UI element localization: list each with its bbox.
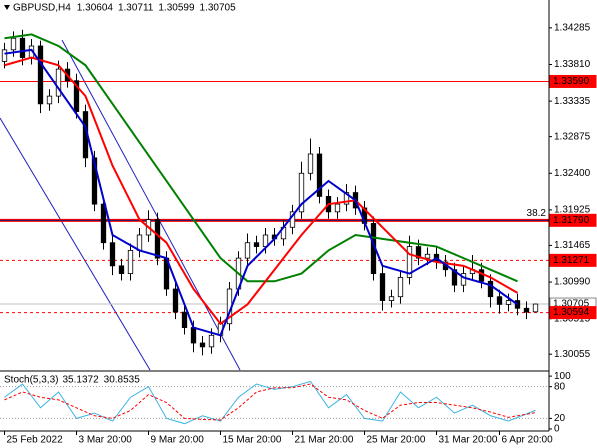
indicator-title: Stoch(5,3,3) (4, 375, 58, 386)
y-tick-label: 1.33810 (554, 59, 591, 70)
indicator-value: 30.8535 (104, 375, 141, 386)
level-label-box (549, 253, 597, 267)
channel-line (0, 117, 151, 371)
y-tick-label: 1.34285 (554, 22, 591, 33)
candle-body (424, 253, 431, 259)
candle-body (1, 49, 8, 62)
x-tick-label: 6 Apr 20:00 (502, 435, 554, 446)
level-label: 1.31790 (553, 215, 590, 226)
candle-body (298, 172, 305, 213)
level-label: 1.30594 (553, 307, 590, 318)
ohlc-value: 1.30599 (158, 3, 195, 14)
y-tick-label: 80 (554, 381, 566, 392)
y-tick-label: 1.30055 (554, 349, 591, 360)
candle-body (388, 296, 395, 301)
candle-body (505, 300, 512, 305)
candle-body (487, 280, 494, 298)
candle-body (190, 327, 197, 344)
collapse-icon (4, 5, 10, 10)
x-tick-label: 15 Mar 20:00 (223, 435, 282, 446)
candle-body (523, 307, 530, 313)
ohlc-value: 1.30604 (77, 3, 114, 14)
candle-body (172, 288, 179, 313)
y-tick-label: 1.32875 (554, 131, 591, 142)
y-tick-label: 1.31465 (554, 240, 591, 251)
candle-body (19, 37, 26, 58)
candle-body (109, 242, 116, 267)
x-tick-label: 3 Mar 20:00 (79, 435, 133, 446)
level-label: 1.31271 (553, 255, 590, 266)
candle-body (10, 37, 17, 51)
candle-body (37, 45, 44, 105)
candle-body (46, 95, 53, 105)
moving-average (4, 48, 519, 337)
candle-body (91, 157, 98, 205)
fibo-annotation: 38.2 (527, 208, 547, 219)
candle-body (136, 234, 143, 251)
candle-body (379, 273, 386, 301)
candle-body (55, 68, 62, 97)
ohlc-value: 1.30705 (200, 3, 237, 14)
level-label-box (549, 306, 597, 320)
candle-body (478, 269, 485, 282)
candle-body (397, 277, 404, 298)
candle-body (100, 203, 107, 244)
candle-body (307, 153, 314, 174)
y-tick-label: 1.31925 (554, 205, 591, 216)
stochastic-line (4, 383, 536, 421)
candle-body (154, 219, 161, 259)
y-tick-label: 1.33335 (554, 96, 591, 107)
candle-body (415, 246, 422, 259)
candle-body (532, 303, 539, 313)
y-tick-label: 20 (554, 413, 566, 424)
x-tick-label: 25 Mar 20:00 (367, 435, 426, 446)
candle-body (199, 342, 206, 348)
y-tick-label: 1.30990 (554, 277, 591, 288)
y-tick-label: 100 (554, 371, 571, 382)
candle-body (253, 242, 260, 247)
x-tick-label: 31 Mar 20:00 (439, 435, 498, 446)
moving-average (4, 33, 518, 283)
candle-body (460, 273, 467, 286)
level-label-box (549, 213, 597, 227)
channel-line (61, 39, 241, 371)
x-tick-label: 9 Mar 20:00 (151, 435, 205, 446)
candle-body (316, 153, 323, 197)
candle-body (208, 334, 215, 348)
candle-body (73, 80, 80, 112)
candle-body (262, 234, 269, 247)
y-tick-label: 0 (554, 424, 560, 435)
chart-title: GBPUSD,H4 (13, 3, 71, 14)
level-label: 1.30705 (553, 299, 590, 310)
x-tick-label: 25 Feb 2022 (7, 435, 64, 446)
ohlc-value: 1.30711 (118, 3, 154, 14)
candle-body (334, 203, 341, 213)
indicator-value: 35.1372 (62, 375, 99, 386)
level-label: 1.33590 (553, 76, 590, 87)
candle-body (244, 242, 251, 259)
candle-body (406, 246, 413, 278)
candle-body (127, 250, 134, 274)
candle-body (496, 296, 503, 305)
candle-body (343, 192, 350, 205)
candle-body (451, 269, 458, 286)
candle-body (181, 311, 188, 328)
level-label-box (549, 74, 597, 88)
y-tick-label: 1.32400 (554, 168, 591, 179)
x-tick-label: 21 Mar 20:00 (295, 435, 354, 446)
candle-body (118, 265, 125, 274)
